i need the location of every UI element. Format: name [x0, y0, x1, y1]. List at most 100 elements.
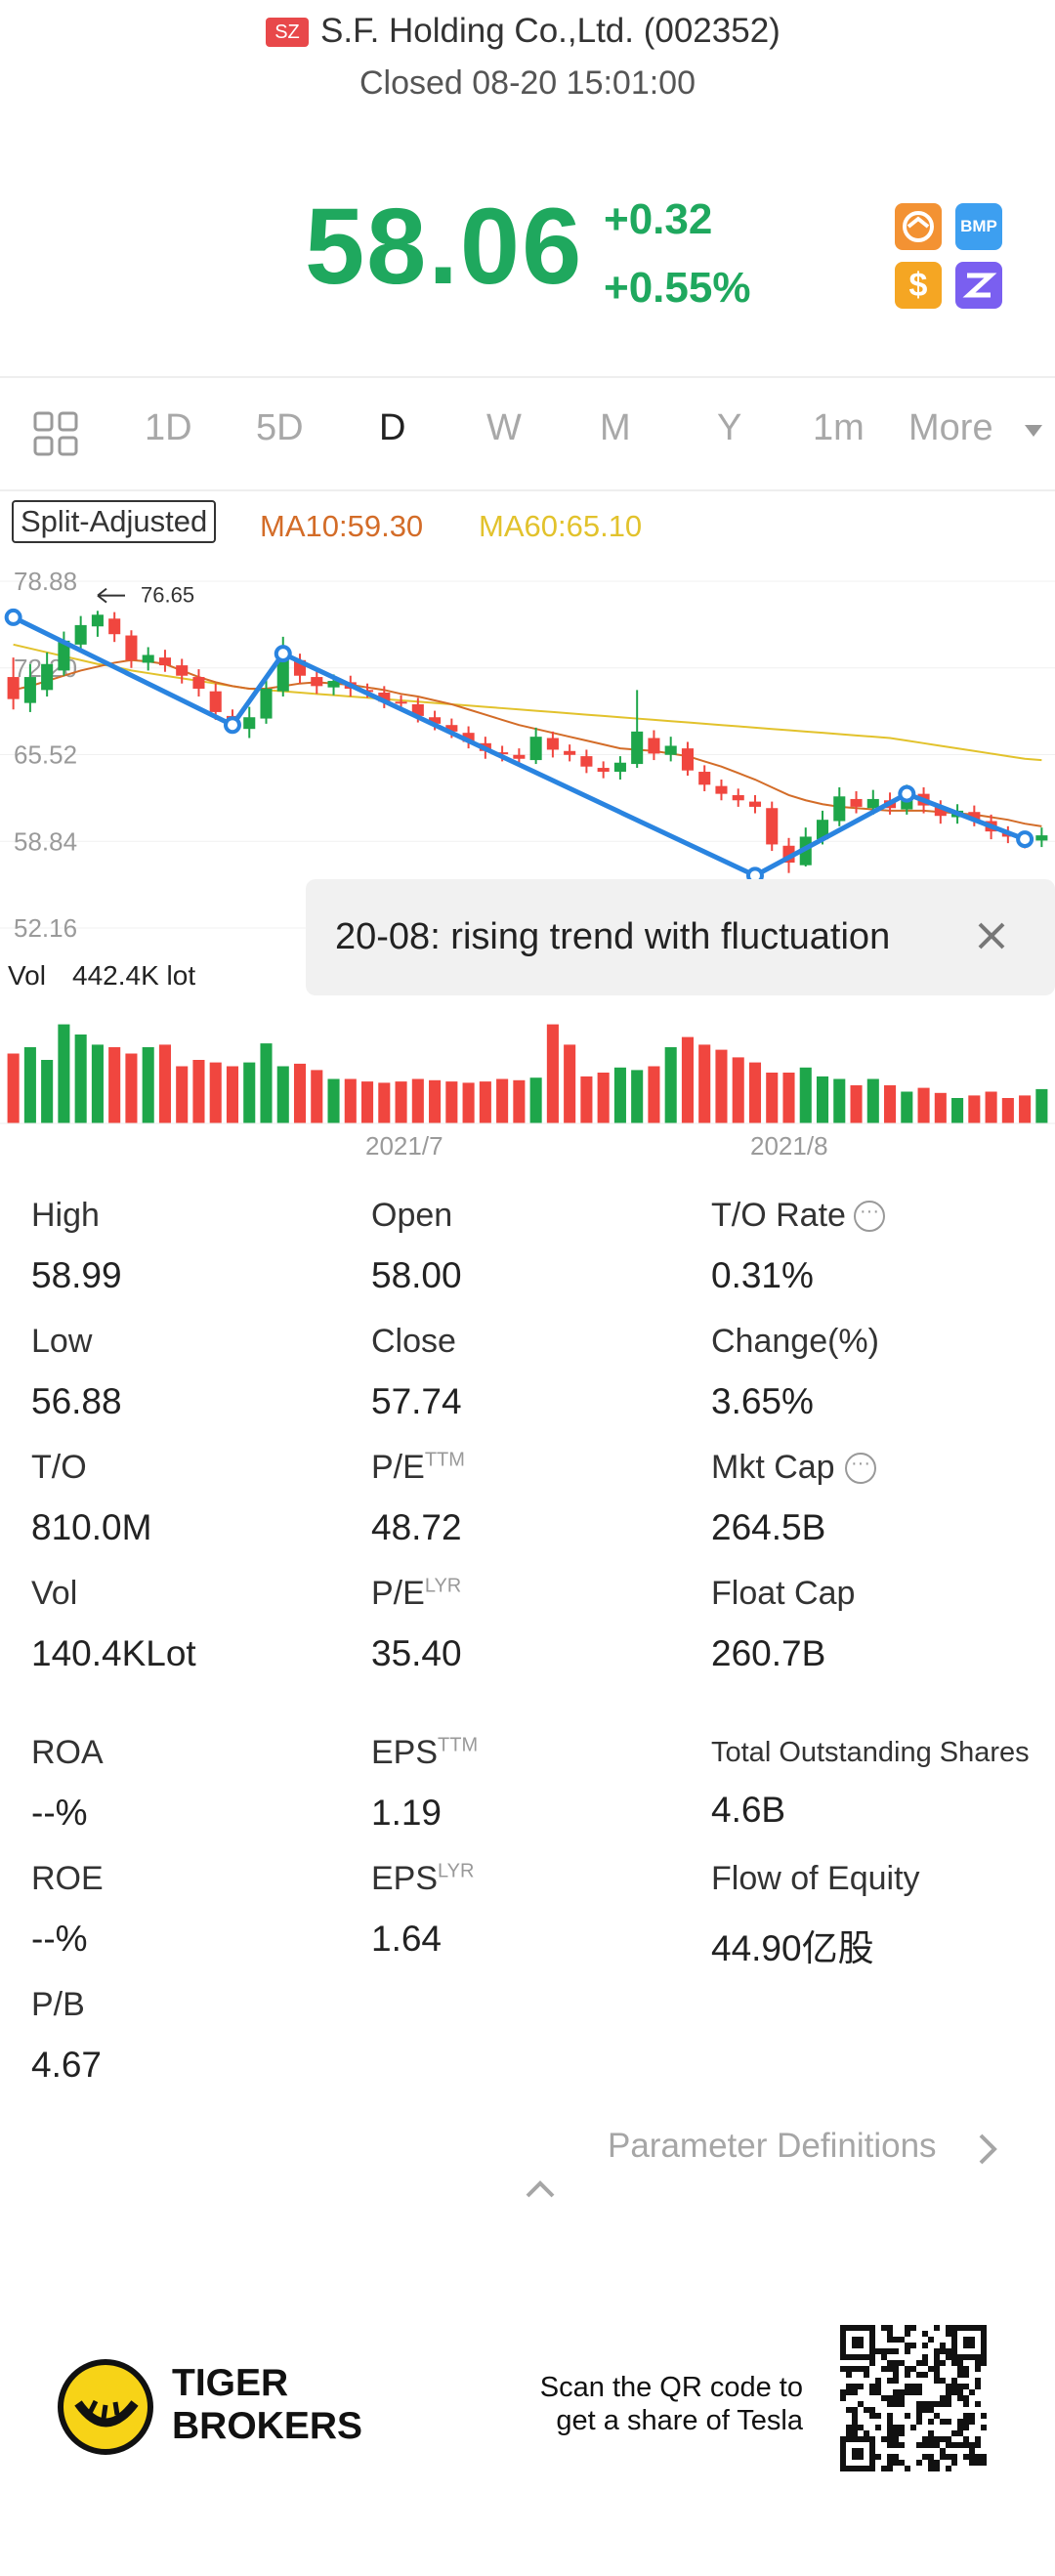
- price-change-pct: +0.55%: [604, 264, 751, 312]
- volume-bar: [664, 1047, 677, 1123]
- chevron-down-icon[interactable]: [1025, 425, 1042, 437]
- candle-body: [260, 689, 273, 719]
- candle-body: [91, 614, 104, 627]
- y-tick-label: 52.16: [14, 913, 77, 943]
- qr-module: [875, 2454, 881, 2460]
- qr-module: [946, 2348, 951, 2354]
- volume-bar: [327, 1078, 340, 1123]
- info-icon[interactable]: ···: [854, 1201, 885, 1232]
- vol-value: 140.4KLot: [31, 1633, 196, 1673]
- qr-module: [881, 2348, 887, 2354]
- qr-module: [957, 2366, 963, 2372]
- info-icon[interactable]: ···: [845, 1453, 876, 1484]
- qr-module: [934, 2372, 940, 2378]
- tab-m[interactable]: M: [600, 407, 631, 448]
- chevron-up-icon[interactable]: [524, 2176, 557, 2205]
- volume-bar: [613, 1067, 626, 1123]
- eps-lyr-text: EPS: [371, 1860, 439, 1897]
- qr-module: [846, 2366, 852, 2372]
- low-label: Low: [31, 1323, 93, 1360]
- dollar-icon[interactable]: $: [895, 262, 942, 309]
- qr-module: [852, 2430, 858, 2436]
- qr-module: [887, 2395, 893, 2401]
- qr-module: [852, 2425, 858, 2430]
- stock-title: S.F. Holding Co.,Ltd. (002352): [320, 12, 781, 50]
- qr-module: [852, 2419, 858, 2425]
- tab-5d[interactable]: 5D: [256, 407, 304, 448]
- eps-ttm-sup: TTM: [438, 1734, 479, 1756]
- volume-bar: [766, 1073, 779, 1123]
- pe-lyr-label: P/ELYR: [371, 1575, 461, 1613]
- volume-bar: [158, 1044, 171, 1123]
- qr-module: [951, 2454, 957, 2460]
- qr-module: [852, 2366, 858, 2372]
- qr-module: [940, 2401, 946, 2407]
- chevron-right-icon[interactable]: [973, 2130, 1002, 2174]
- candle-body: [850, 798, 863, 807]
- volume-bar: [866, 1078, 879, 1123]
- parameter-definitions-link[interactable]: Parameter Definitions: [608, 2127, 937, 2166]
- qr-module: [922, 2407, 928, 2413]
- qr-module: [905, 2331, 910, 2337]
- qr-module: [934, 2360, 940, 2366]
- bmp-icon[interactable]: BMP: [955, 203, 1002, 250]
- qr-module: [975, 2460, 981, 2466]
- candle-body: [445, 725, 458, 732]
- candle-body: [698, 772, 711, 785]
- close-icon[interactable]: [972, 916, 1011, 960]
- tab-y[interactable]: Y: [717, 407, 742, 448]
- trend-point: [4, 608, 22, 626]
- qr-code: [840, 2325, 987, 2471]
- tos-label: Total Outstanding Shares: [711, 1737, 1030, 1768]
- vol-label: Vol: [31, 1575, 78, 1612]
- qr-module: [869, 2407, 875, 2413]
- qr-module: [928, 2366, 934, 2372]
- qr-finder-dot: [852, 2448, 864, 2460]
- qr-module: [975, 2360, 981, 2366]
- tab-1d[interactable]: 1D: [145, 407, 192, 448]
- tab-more[interactable]: More: [908, 407, 993, 448]
- scan-text-line1: Scan the QR code to: [539, 2372, 803, 2403]
- candle-body: [564, 750, 576, 755]
- qr-module: [905, 2343, 910, 2348]
- qr-module: [893, 2460, 899, 2466]
- candle-body: [23, 677, 36, 703]
- volume-bar: [901, 1091, 913, 1123]
- candle-body: [125, 635, 138, 660]
- tab-d[interactable]: D: [379, 407, 406, 448]
- qr-module: [852, 2384, 858, 2389]
- qr-module: [899, 2460, 905, 2466]
- candle-body: [108, 618, 121, 635]
- qr-module: [852, 2413, 858, 2419]
- volume-bar: [681, 1036, 694, 1123]
- pe-lyr-value: 35.40: [371, 1633, 462, 1673]
- volume-bar: [934, 1092, 947, 1123]
- qr-module: [858, 2384, 864, 2389]
- qr-module: [975, 2384, 981, 2389]
- mkt-cap-value: 264.5B: [711, 1507, 826, 1547]
- qr-module: [940, 2360, 946, 2366]
- qr-module: [858, 2366, 864, 2372]
- zz-icon[interactable]: [955, 262, 1002, 309]
- split-adjusted-toggle[interactable]: Split-Adjusted: [12, 500, 217, 543]
- volume-bar: [445, 1081, 458, 1123]
- candle-body: [158, 657, 171, 666]
- parameter-definitions-label: Parameter Definitions: [608, 2127, 937, 2165]
- x-tick-label: 2021/8: [750, 1131, 828, 1161]
- tab-w[interactable]: W: [486, 407, 522, 448]
- close-label: Close: [371, 1323, 456, 1360]
- qr-module: [910, 2389, 916, 2395]
- tab-1m[interactable]: 1m: [813, 407, 865, 448]
- grid-layout-icon[interactable]: [33, 411, 78, 461]
- x-tick-label: 2021/7: [365, 1131, 443, 1161]
- qr-module: [887, 2337, 893, 2343]
- tos-value: 4.6B: [711, 1790, 786, 1830]
- qr-module: [905, 2466, 910, 2471]
- qr-finder: [951, 2325, 987, 2360]
- qr-module: [963, 2413, 969, 2419]
- candle-body: [546, 738, 559, 750]
- swap-icon[interactable]: [895, 203, 942, 250]
- qr-module: [887, 2401, 893, 2407]
- qr-module: [887, 2366, 893, 2372]
